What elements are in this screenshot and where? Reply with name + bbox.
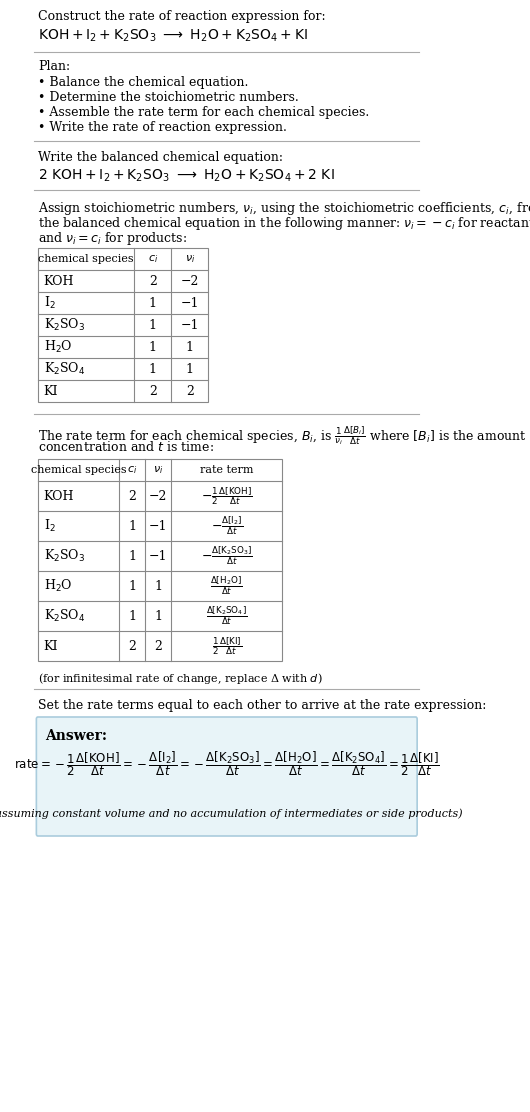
Text: 1: 1 <box>149 297 157 309</box>
Text: K$_2$SO$_3$: K$_2$SO$_3$ <box>44 317 85 334</box>
Text: 2: 2 <box>186 385 193 397</box>
Text: $c_i$: $c_i$ <box>127 464 137 476</box>
Text: Assign stoichiometric numbers, $\nu_i$, using the stoichiometric coefficients, $: Assign stoichiometric numbers, $\nu_i$, … <box>38 200 530 217</box>
Text: $\frac{1}{2}\frac{\Delta[\mathrm{KI}]}{\Delta t}$: $\frac{1}{2}\frac{\Delta[\mathrm{KI}]}{\… <box>211 635 242 657</box>
Text: the balanced chemical equation in the following manner: $\nu_i = -c_i$ for react: the balanced chemical equation in the fo… <box>38 215 530 232</box>
Text: 1: 1 <box>149 318 157 331</box>
Text: • Balance the chemical equation.: • Balance the chemical equation. <box>38 76 248 89</box>
Text: $\frac{\Delta[\mathrm{K_2SO_4}]}{\Delta t}$: $\frac{\Delta[\mathrm{K_2SO_4}]}{\Delta … <box>206 605 248 627</box>
Text: Plan:: Plan: <box>38 60 70 73</box>
Text: $-\frac{\Delta[\mathrm{K_2SO_3}]}{\Delta t}$: $-\frac{\Delta[\mathrm{K_2SO_3}]}{\Delta… <box>201 545 253 567</box>
Text: $c_i$: $c_i$ <box>147 254 158 265</box>
Text: $\mathrm{rate} = -\dfrac{1}{2}\dfrac{\Delta[\mathrm{KOH}]}{\Delta t} = -\dfrac{\: $\mathrm{rate} = -\dfrac{1}{2}\dfrac{\De… <box>14 749 440 778</box>
Text: Answer:: Answer: <box>45 729 107 743</box>
Bar <box>38 248 208 403</box>
Text: −2: −2 <box>181 275 199 288</box>
Text: • Determine the stoichiometric numbers.: • Determine the stoichiometric numbers. <box>38 91 298 105</box>
Text: I$_2$: I$_2$ <box>44 518 56 534</box>
Text: K$_2$SO$_3$: K$_2$SO$_3$ <box>44 548 85 564</box>
Text: H$_2$O: H$_2$O <box>44 578 72 594</box>
Text: rate term: rate term <box>200 465 253 475</box>
Text: 1: 1 <box>128 549 136 563</box>
Text: concentration and $t$ is time:: concentration and $t$ is time: <box>38 440 214 454</box>
Text: −1: −1 <box>149 549 167 563</box>
Text: $\nu_i$: $\nu_i$ <box>184 254 195 265</box>
FancyBboxPatch shape <box>37 717 417 836</box>
Text: KI: KI <box>44 385 58 397</box>
Text: 1: 1 <box>149 340 157 354</box>
Text: Construct the rate of reaction expression for:: Construct the rate of reaction expressio… <box>38 10 325 23</box>
Text: 1: 1 <box>154 579 162 593</box>
Text: 1: 1 <box>186 363 193 376</box>
Bar <box>38 459 282 661</box>
Text: −1: −1 <box>149 519 167 533</box>
Text: 1: 1 <box>128 579 136 593</box>
Text: KOH: KOH <box>44 275 74 288</box>
Text: 2: 2 <box>128 639 136 653</box>
Text: 2: 2 <box>149 385 156 397</box>
Text: −2: −2 <box>149 489 167 503</box>
Text: 1: 1 <box>154 609 162 623</box>
Text: $-\frac{\Delta[\mathrm{I_2}]}{\Delta t}$: $-\frac{\Delta[\mathrm{I_2}]}{\Delta t}$ <box>211 515 243 537</box>
Text: I$_2$: I$_2$ <box>44 295 56 311</box>
Text: K$_2$SO$_4$: K$_2$SO$_4$ <box>44 361 85 377</box>
Text: $\mathrm{KOH + I_2 + K_2SO_3\ \longrightarrow\ H_2O + K_2SO_4 + KI}$: $\mathrm{KOH + I_2 + K_2SO_3\ \longright… <box>38 28 308 44</box>
Text: Set the rate terms equal to each other to arrive at the rate expression:: Set the rate terms equal to each other t… <box>38 699 486 712</box>
Text: • Assemble the rate term for each chemical species.: • Assemble the rate term for each chemic… <box>38 106 369 119</box>
Text: H$_2$O: H$_2$O <box>44 339 72 355</box>
Text: The rate term for each chemical species, $B_i$, is $\frac{1}{\nu_i}\frac{\Delta[: The rate term for each chemical species,… <box>38 424 527 447</box>
Text: 2: 2 <box>149 275 156 288</box>
Text: chemical species: chemical species <box>31 465 126 475</box>
Text: −1: −1 <box>180 297 199 309</box>
Text: 1: 1 <box>128 609 136 623</box>
Text: Write the balanced chemical equation:: Write the balanced chemical equation: <box>38 151 283 163</box>
Text: chemical species: chemical species <box>38 254 134 264</box>
Text: KI: KI <box>44 639 58 653</box>
Text: (assuming constant volume and no accumulation of intermediates or side products): (assuming constant volume and no accumul… <box>0 808 463 820</box>
Text: 1: 1 <box>149 363 157 376</box>
Text: 2: 2 <box>154 639 162 653</box>
Text: (for infinitesimal rate of change, replace Δ with $d$): (for infinitesimal rate of change, repla… <box>38 671 322 686</box>
Text: 2: 2 <box>128 489 136 503</box>
Text: −1: −1 <box>180 318 199 331</box>
Text: 1: 1 <box>186 340 193 354</box>
Text: K$_2$SO$_4$: K$_2$SO$_4$ <box>44 608 85 624</box>
Text: $-\frac{1}{2}\frac{\Delta[\mathrm{KOH}]}{\Delta t}$: $-\frac{1}{2}\frac{\Delta[\mathrm{KOH}]}… <box>201 485 253 507</box>
Text: • Write the rate of reaction expression.: • Write the rate of reaction expression. <box>38 121 287 135</box>
Text: and $\nu_i = c_i$ for products:: and $\nu_i = c_i$ for products: <box>38 230 187 247</box>
Text: 1: 1 <box>128 519 136 533</box>
Text: $\frac{\Delta[\mathrm{H_2O}]}{\Delta t}$: $\frac{\Delta[\mathrm{H_2O}]}{\Delta t}$ <box>210 575 243 597</box>
Text: $\mathrm{2\ KOH + I_2 + K_2SO_3\ \longrightarrow\ H_2O + K_2SO_4 + 2\ KI}$: $\mathrm{2\ KOH + I_2 + K_2SO_3\ \longri… <box>38 168 334 185</box>
Text: KOH: KOH <box>44 489 74 503</box>
Text: $\nu_i$: $\nu_i$ <box>153 464 163 476</box>
